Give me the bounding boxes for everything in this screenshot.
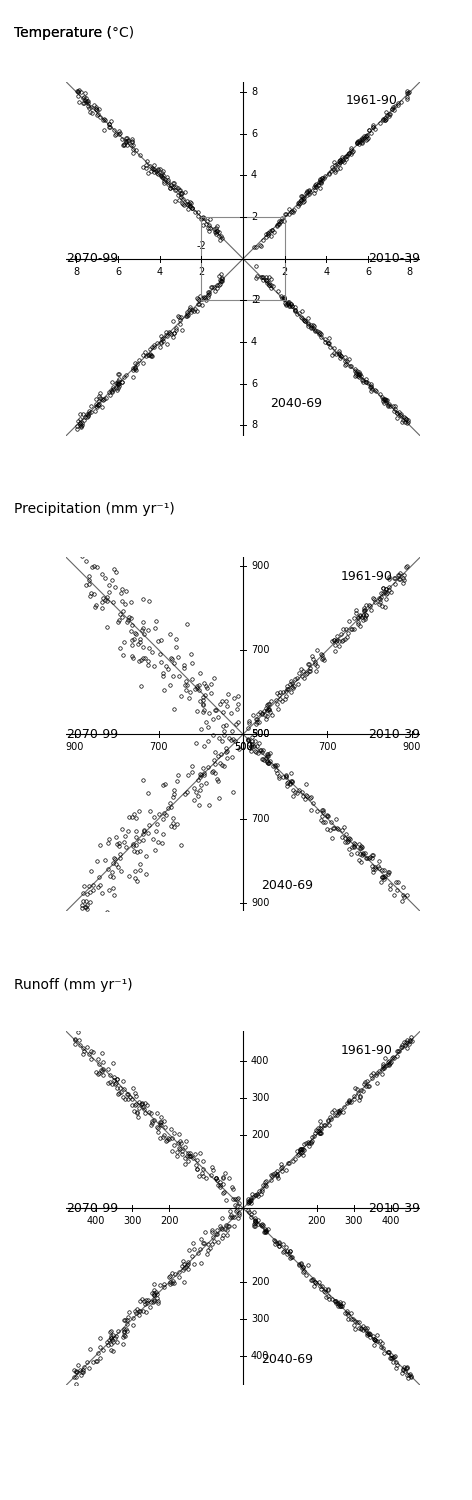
Text: 2040-69: 2040-69 — [261, 879, 313, 892]
Text: 6: 6 — [251, 378, 257, 388]
Text: 2: 2 — [282, 267, 288, 276]
Text: 1961-90: 1961-90 — [346, 94, 397, 106]
Text: Temperature (: Temperature ( — [14, 26, 112, 39]
Text: 4: 4 — [251, 338, 257, 346]
Text: 300: 300 — [251, 1092, 270, 1102]
Bar — [202, 217, 285, 300]
Text: 200: 200 — [160, 1216, 178, 1225]
Text: 700: 700 — [318, 742, 337, 752]
Text: 700: 700 — [251, 645, 270, 656]
Text: 500: 500 — [234, 742, 253, 752]
Text: 2040-69: 2040-69 — [261, 1353, 313, 1366]
Text: 900: 900 — [65, 742, 84, 752]
Text: 2040-69: 2040-69 — [270, 398, 321, 410]
Text: 400: 400 — [251, 1056, 270, 1065]
Text: 300: 300 — [345, 1216, 363, 1225]
Text: 500: 500 — [251, 729, 270, 740]
Text: 2010-39: 2010-39 — [368, 1202, 420, 1215]
Text: Runoff (mm yr⁻¹): Runoff (mm yr⁻¹) — [14, 978, 133, 992]
Text: 700: 700 — [251, 813, 270, 824]
Text: 6: 6 — [115, 267, 121, 276]
Text: 2010-39: 2010-39 — [368, 728, 420, 741]
Text: 6: 6 — [365, 267, 371, 276]
Text: 500: 500 — [234, 742, 253, 752]
Text: 4: 4 — [251, 171, 257, 180]
Text: 8: 8 — [251, 420, 257, 430]
Text: 400: 400 — [86, 1216, 105, 1225]
Text: -2: -2 — [251, 296, 261, 306]
Text: 900: 900 — [251, 898, 270, 908]
Text: 8: 8 — [251, 87, 257, 98]
Text: 4: 4 — [157, 267, 163, 276]
Text: 2: 2 — [198, 267, 204, 276]
Text: 200: 200 — [251, 1130, 270, 1140]
Text: 8: 8 — [406, 267, 413, 276]
Text: 8: 8 — [74, 267, 80, 276]
Text: Precipitation (mm yr⁻¹): Precipitation (mm yr⁻¹) — [14, 503, 175, 516]
Text: 2070-99: 2070-99 — [66, 728, 118, 741]
Text: 900: 900 — [251, 561, 270, 570]
Text: 1961-90: 1961-90 — [340, 570, 392, 582]
Text: 2: 2 — [251, 211, 257, 222]
Text: 700: 700 — [150, 742, 168, 752]
Text: 200: 200 — [251, 1276, 270, 1287]
Text: 500: 500 — [251, 729, 270, 740]
Text: 6: 6 — [251, 129, 257, 140]
Text: 2070-99: 2070-99 — [66, 1202, 118, 1215]
Text: 2010-39: 2010-39 — [368, 252, 420, 266]
Text: 300: 300 — [251, 1314, 270, 1324]
Text: Temperature (°C): Temperature (°C) — [14, 26, 135, 39]
Text: 2: 2 — [251, 296, 257, 306]
Text: 2070-99: 2070-99 — [66, 252, 118, 266]
Text: -2: -2 — [196, 242, 206, 250]
Text: 400: 400 — [381, 1216, 400, 1225]
Text: 200: 200 — [308, 1216, 326, 1225]
Text: 900: 900 — [403, 742, 421, 752]
Text: 400: 400 — [251, 1352, 270, 1360]
Text: 1961-90: 1961-90 — [340, 1044, 392, 1056]
Text: 300: 300 — [123, 1216, 142, 1225]
Text: 4: 4 — [323, 267, 329, 276]
